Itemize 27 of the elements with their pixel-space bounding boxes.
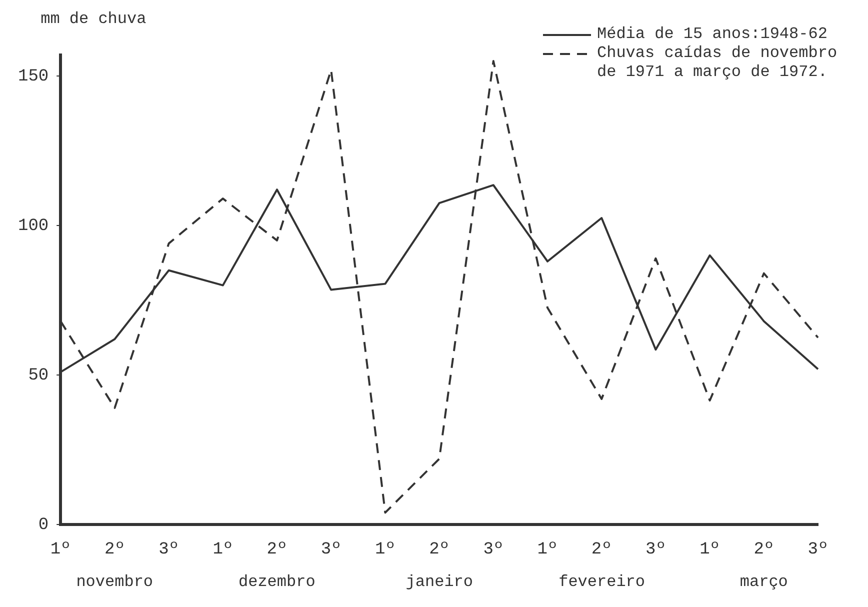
- x-tick-label: 2º: [429, 540, 450, 560]
- x-tick-label: 1º: [375, 540, 396, 560]
- x-tick-label: 3º: [483, 540, 504, 560]
- y-tick-label: 0: [38, 516, 49, 536]
- text: novembro: [76, 572, 154, 591]
- x-tick-label: 2º: [591, 540, 612, 560]
- y-tick-label: 150: [18, 67, 49, 86]
- x-tick-label: 2º: [266, 540, 288, 560]
- y-axis-title: mm de chuva: [40, 10, 146, 28]
- x-tick-label: 1º: [50, 540, 71, 560]
- text: fevereiro: [558, 572, 646, 591]
- y-tick-label: 100: [18, 216, 49, 236]
- x-tick-label: 1º: [212, 540, 234, 560]
- legend-label: Chuvas caídas de novembro de 1971 a março de 1972.: [597, 44, 838, 82]
- x-tick-label: 3º: [320, 540, 342, 560]
- x-tick-label: 1º: [700, 540, 720, 560]
- x-tick-label: 2º: [104, 540, 125, 560]
- x-tick-label: 3º: [808, 540, 828, 560]
- legend-label: Média de 15 anos:1948-62: [597, 25, 828, 44]
- y-tick-label: 50: [28, 366, 49, 386]
- text: janeiro: [406, 572, 474, 591]
- text: dezembro: [238, 572, 316, 591]
- x-tick-label: 3º: [158, 540, 180, 560]
- x-tick-label: 3º: [646, 540, 666, 560]
- text: março: [740, 572, 788, 591]
- x-tick-label: 1º: [537, 540, 558, 560]
- x-tick-label: 2º: [754, 540, 774, 560]
